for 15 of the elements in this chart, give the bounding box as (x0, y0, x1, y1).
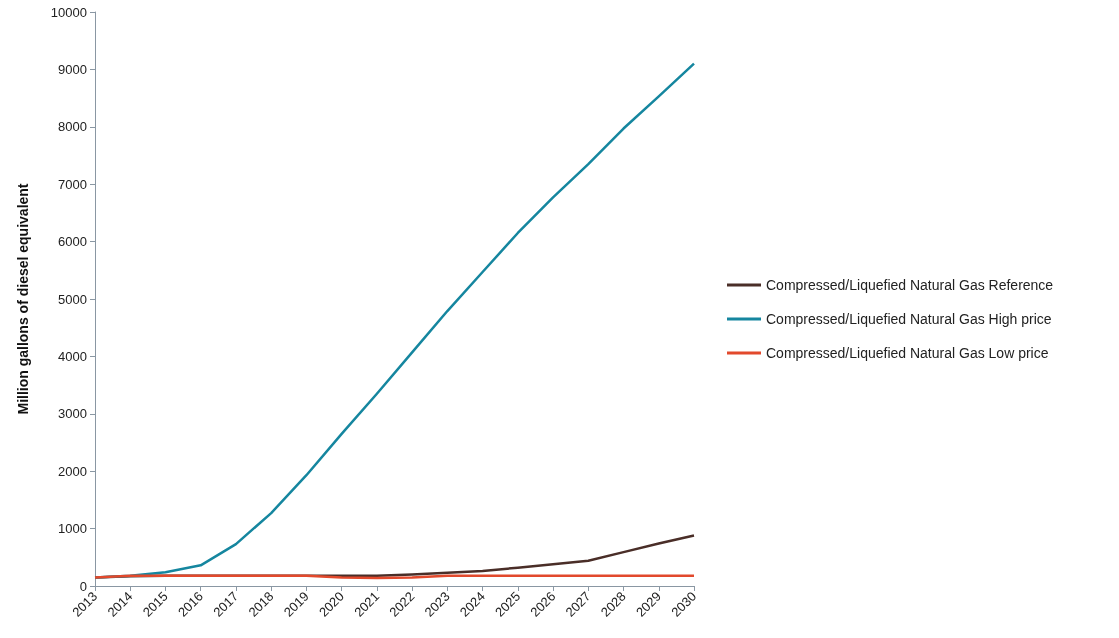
y-tick-label: 1000 (58, 521, 87, 537)
y-tick-label: 9000 (58, 61, 87, 77)
y-tick-label: 10000 (50, 4, 87, 20)
y-tick-label: 3000 (58, 406, 87, 422)
legend-label: Compressed/Liquefied Natural Gas Reference (766, 277, 1054, 293)
y-tick-label: 5000 (58, 291, 87, 307)
y-tick-label: 0 (79, 578, 87, 594)
y-axis-title: Million gallons of diesel equivalent (15, 183, 31, 415)
legend-label: Compressed/Liquefied Natural Gas High price (766, 311, 1052, 327)
legend-label: Compressed/Liquefied Natural Gas Low price (766, 345, 1049, 361)
y-tick-label: 8000 (58, 119, 87, 135)
y-tick-label: 2000 (58, 463, 87, 479)
y-tick-label: 6000 (58, 234, 87, 250)
y-tick-label: 7000 (58, 176, 87, 192)
y-tick-label: 4000 (58, 348, 87, 364)
